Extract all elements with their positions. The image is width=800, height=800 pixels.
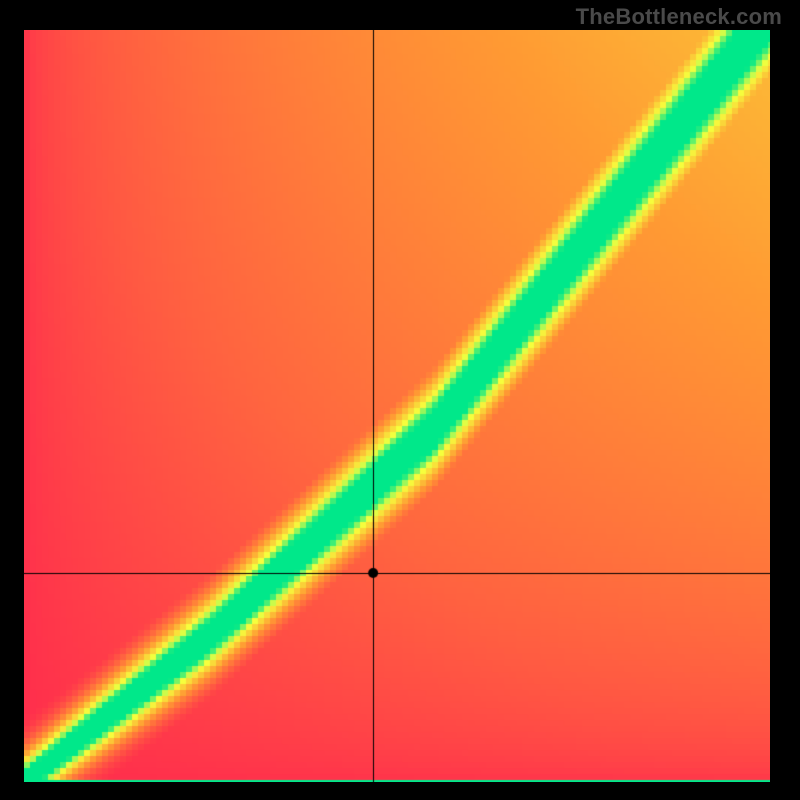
watermark-label: TheBottleneck.com: [576, 4, 782, 30]
bottleneck-heatmap-canvas: [24, 30, 770, 782]
